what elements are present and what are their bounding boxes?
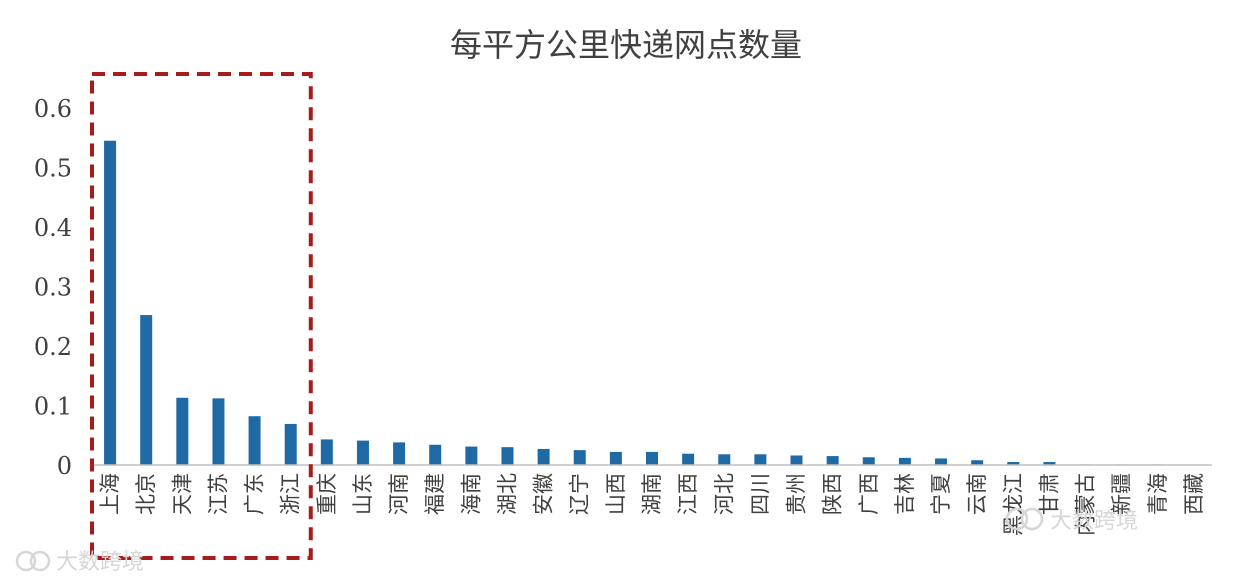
x-tick-label: 内蒙古 xyxy=(1074,473,1098,536)
bar-湖北 xyxy=(501,447,514,465)
x-tick-label: 湖北 xyxy=(495,473,519,515)
x-tick-label: 四川 xyxy=(748,473,772,515)
bar-贵州 xyxy=(790,455,803,465)
bar-上海 xyxy=(104,140,117,465)
x-axis-labels: 上海 北京 天津 江苏 广东 浙江 重庆 山东 河南 福建 海南 湖北 安徽 辽宁 山西 湖南 江西 河北 四川 贵州… xyxy=(98,473,1206,536)
watermark-text-right: 大数跨境 xyxy=(1050,509,1138,534)
bar-江苏 xyxy=(212,398,225,465)
x-tick-label: 江苏 xyxy=(206,473,230,515)
bar-广西 xyxy=(862,457,875,465)
bar-河南 xyxy=(393,442,406,465)
x-tick-label: 山东 xyxy=(351,473,375,515)
y-tick-label: 0.3 xyxy=(34,274,72,302)
bar-山东 xyxy=(356,440,369,465)
x-tick-label: 湖南 xyxy=(640,473,664,515)
bar-江西 xyxy=(682,453,695,465)
watermark-left: 大数跨境 xyxy=(15,550,144,575)
bar-重庆 xyxy=(320,439,333,465)
x-tick-label: 安徽 xyxy=(532,473,556,515)
bar-四川 xyxy=(754,454,767,465)
bar-黑龙江 xyxy=(1007,462,1020,465)
x-tick-label: 陕西 xyxy=(821,473,845,515)
x-tick-label: 重庆 xyxy=(315,473,339,515)
bar-天津 xyxy=(176,397,189,465)
x-tick-label: 上海 xyxy=(98,473,122,515)
x-tick-label: 广东 xyxy=(243,473,267,515)
x-tick-label: 浙江 xyxy=(279,473,303,515)
bar-北京 xyxy=(140,315,153,465)
bar-河北 xyxy=(718,454,731,465)
x-tick-label: 山西 xyxy=(604,473,628,515)
x-tick-label: 北京 xyxy=(134,473,158,515)
x-tick-label: 江西 xyxy=(676,473,700,515)
chart-title: 每平方公里快递网点数量 xyxy=(450,26,802,64)
bar-云南 xyxy=(971,460,984,465)
x-tick-label: 广西 xyxy=(857,473,881,515)
x-tick-label: 宁夏 xyxy=(929,473,953,515)
bar-安徽 xyxy=(537,448,550,465)
y-tick-label: 0.1 xyxy=(34,393,72,421)
y-tick-label: 0.6 xyxy=(34,95,72,123)
bar-湖南 xyxy=(646,451,658,465)
watermark-right: 大数跨境 xyxy=(1005,507,1138,534)
x-tick-label: 河南 xyxy=(387,473,411,515)
x-tick-label: 甘肃 xyxy=(1037,473,1061,515)
y-tick-label: 0.4 xyxy=(34,214,72,242)
x-tick-label: 青海 xyxy=(1146,473,1170,515)
x-tick-label: 西藏 xyxy=(1182,473,1206,515)
bar-甘肃 xyxy=(1043,462,1056,465)
bar-辽宁 xyxy=(573,450,586,465)
x-tick-label: 吉林 xyxy=(893,473,917,515)
bar-吉林 xyxy=(898,457,911,465)
bar-广东 xyxy=(248,416,261,465)
watermark-text-left: 大数跨境 xyxy=(56,550,144,575)
y-tick-label: 0.5 xyxy=(34,155,72,183)
bar-series xyxy=(104,140,1164,465)
bar-陕西 xyxy=(826,456,839,465)
x-tick-label: 辽宁 xyxy=(568,473,592,515)
highlight-dashed-box xyxy=(90,72,313,560)
y-tick-label: 0.2 xyxy=(34,333,72,361)
x-tick-label: 贵州 xyxy=(785,473,809,515)
bar-山西 xyxy=(609,451,622,465)
y-axis: 0 0.1 0.2 0.3 0.4 0.5 0.6 xyxy=(34,95,72,480)
bar-宁夏 xyxy=(935,458,948,465)
bar-浙江 xyxy=(284,423,297,465)
x-tick-label: 海南 xyxy=(459,473,483,515)
x-tick-label: 福建 xyxy=(423,473,447,515)
x-tick-label: 云南 xyxy=(965,473,989,515)
x-tick-label: 天津 xyxy=(170,473,194,515)
x-tick-label: 河北 xyxy=(712,473,736,515)
bar-海南 xyxy=(465,446,478,465)
y-tick-label: 0 xyxy=(57,452,72,480)
bar-福建 xyxy=(429,444,442,465)
x-tick-label: 新疆 xyxy=(1110,473,1134,515)
